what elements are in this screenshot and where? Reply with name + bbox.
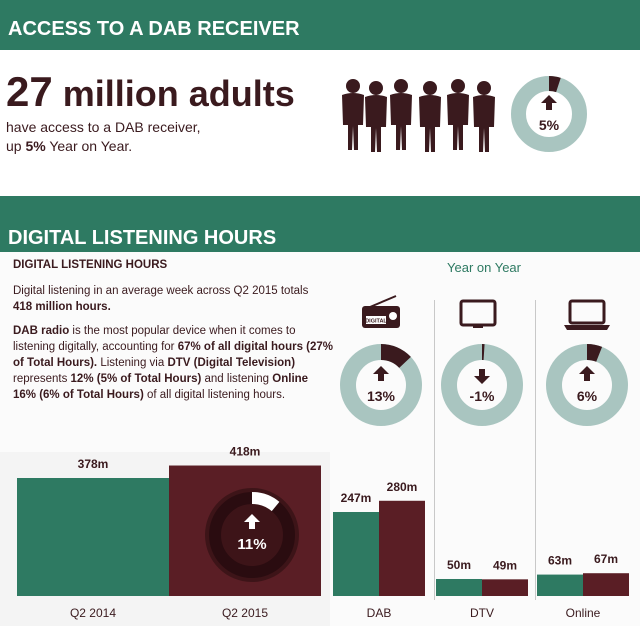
laptop-icon [564,299,610,330]
access-gauge-value: 5% [539,117,560,133]
para2-run: of all digital listening hours. [143,389,286,401]
laptop-screen [568,299,606,325]
growth-gauge-arc [251,492,280,512]
arrow-up-icon [579,366,595,381]
para2-run: 12% (5% of Total Hours) [70,373,202,385]
radio-icon [362,295,400,328]
para2: DAB radio is the most popular device whe… [13,323,333,403]
headline-subtext: have access to a DAB receiver, up 5% Yea… [6,118,201,156]
bar-value-label: 49m [493,558,517,572]
para2-run: DTV (Digital Television) [167,357,296,369]
section1-header: ACCESS TO A DAB RECEIVER [0,0,640,50]
yoy-gauge-dab-arc [380,344,411,369]
bar-online-prev [537,574,583,596]
bar-category-label: DAB [367,606,392,620]
tv-screen [459,299,497,327]
yoy-gauge-online-arc [586,344,603,362]
subtext-line2: up 5% Year on Year. [6,137,201,156]
person-silhouette-icon [342,79,364,150]
para1-bold: 418 million hours. [13,301,111,313]
para2-run: Online 16% (6% of Total Hours) [13,373,309,401]
yoy-gauge-dtv-value: -1% [470,388,495,404]
person-body [365,95,387,152]
bar-value-label: 378m [78,457,109,471]
growth-gauge-value: 11% [237,536,266,553]
para2-run: represents [13,373,71,385]
person-head [423,81,437,95]
person-body [447,93,469,150]
section1-title: ACCESS TO A DAB RECEIVER [8,18,300,40]
para1-text: Digital listening in an average week acr… [13,285,309,297]
bar-value-label: 247m [341,491,372,505]
subtext-bold: 5% [25,138,46,154]
subtext-suffix: Year on Year. [45,138,133,154]
radio-knob [389,312,397,320]
bar-dab-curr [379,500,425,596]
bar-dtv-prev [436,578,482,596]
divider-2 [535,300,536,600]
headline-number: 27 [6,68,53,115]
tv-stand [473,325,483,328]
section2-title: DIGITAL LISTENING HOURS [8,227,277,249]
bar-category-label: DTV [470,606,494,620]
person-body [419,95,441,152]
arrow-up-icon [541,95,557,110]
para2-run: 67% of all digital hours (27% of Total H… [13,341,334,369]
bar-dtv-curr [482,579,528,596]
laptop-base [564,325,610,330]
subtext-line1: have access to a DAB receiver, [6,119,201,135]
bar-value-label: 50m [447,558,471,572]
yoy-gauge-online-value: 6% [577,388,598,404]
person-head [394,79,408,93]
yoy-gauge-dtv-ring [441,344,523,426]
person-head [346,79,360,93]
para2-run: is the most popular device when it comes… [13,325,296,353]
person-head [369,81,383,95]
person-body [473,95,495,152]
bar-dab-prev [333,512,379,596]
para2-run: Listening via [97,357,168,369]
access-gauge-arc [548,76,561,93]
person-silhouette-icon [473,81,495,152]
person-silhouette-icon [365,81,387,152]
person-silhouette-icon [419,81,441,152]
yoy-gauge-dab-value: 13% [367,388,396,404]
bar-value-label: 280m [387,480,418,494]
people-silhouettes-icon [342,79,495,152]
para2-run: DAB radio [13,325,70,337]
bar-value-label: 63m [548,554,572,568]
bar-value-label: 418m [230,445,261,459]
person-body [342,93,364,150]
person-body [390,93,412,150]
access-gauge-ring [511,76,587,152]
arrow-up-icon [244,514,260,529]
section2-subtitle: DIGITAL LISTENING HOURS [13,259,168,271]
yoy-label: Year on Year [447,260,521,275]
divider-1 [434,300,435,600]
subtext-prefix: up [6,138,26,154]
headline-text: million adults [62,73,295,114]
para1: Digital listening in an average week acr… [13,283,333,315]
bar-category-label: Online [566,606,601,620]
headline: 27 million adults [6,68,295,116]
person-silhouette-icon [390,79,412,150]
bar-category-label: Q2 2014 [70,606,116,620]
bar-value-label: 67m [594,552,618,566]
person-head [451,79,465,93]
para2-run: and listening [201,373,273,385]
section2-header: DIGITAL LISTENING HOURS [0,196,640,252]
radio-antenna [369,295,397,308]
yoy-gauge-online-ring [546,344,628,426]
tv-icon [459,299,497,328]
bar-category-label: Q2 2015 [222,606,268,620]
bar-q2-2014 [17,478,169,596]
arrow-down-icon [474,369,490,384]
radio-display-text: DIGITAL [365,319,387,325]
bar-online-curr [583,573,629,596]
arrow-up-icon [373,366,389,381]
person-silhouette-icon [447,79,469,150]
radio-display [366,316,386,324]
person-head [477,81,491,95]
